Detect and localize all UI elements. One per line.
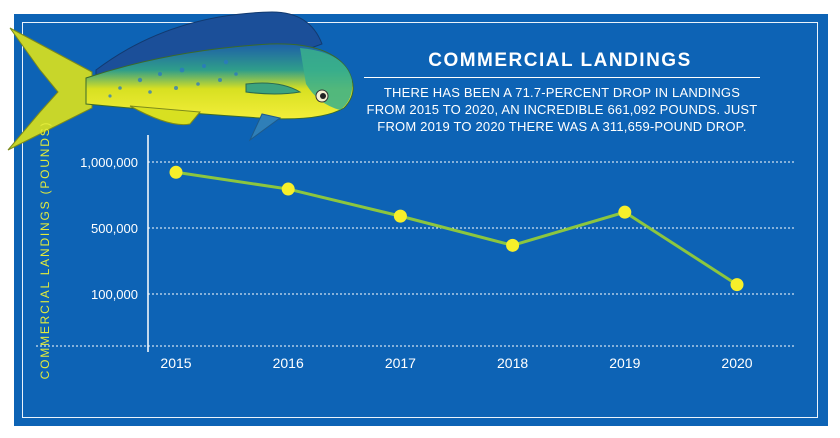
y-tick-label: 100,000 — [91, 287, 138, 302]
x-tick-label: 2015 — [160, 355, 191, 371]
title-rule — [364, 77, 760, 78]
data-point — [618, 205, 632, 219]
data-point — [393, 209, 407, 223]
y-tick-label: 500,000 — [91, 221, 138, 236]
y-tick-label: 1,000,000 — [80, 155, 138, 170]
fish-pelvic-fin — [248, 113, 282, 142]
fish-pectoral-fin — [245, 82, 302, 95]
panel-border — [22, 22, 818, 418]
chart-title: COMMERCIAL LANDINGS — [428, 50, 692, 71]
fish-head — [300, 48, 353, 110]
data-point — [169, 165, 183, 179]
x-tick-label: 2016 — [273, 355, 304, 371]
fish-anal-fin — [129, 105, 201, 126]
fish-spots — [108, 59, 238, 98]
data-point — [506, 238, 520, 252]
data-point — [730, 278, 744, 292]
x-tick-label: 2019 — [609, 355, 640, 371]
data-series — [169, 165, 744, 292]
x-tick-label: 2018 — [497, 355, 528, 371]
series-line — [175, 170, 738, 286]
chart-subtitle: THERE HAS BEEN A 71.7-PERCENT DROP IN LA… — [366, 85, 758, 134]
gridlines — [148, 161, 796, 295]
axes: 1,000,000 500,000 100,000 2015 2016 2017 2018 2… — [36, 135, 796, 371]
data-point — [281, 182, 295, 196]
x-tick-label: 2020 — [721, 355, 752, 371]
fish-tail — [7, 27, 93, 151]
x-tick-label: 2017 — [385, 355, 416, 371]
